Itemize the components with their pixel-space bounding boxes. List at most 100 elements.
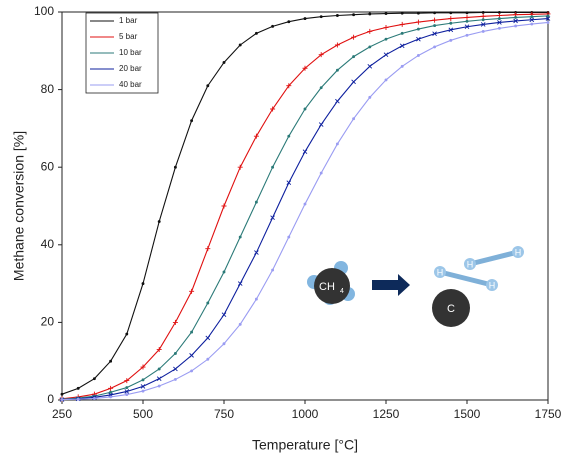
- marker: [433, 24, 437, 28]
- marker: [157, 384, 161, 388]
- marker: [190, 369, 194, 373]
- marker: [497, 20, 502, 25]
- marker: [352, 13, 356, 17]
- marker: [530, 15, 534, 19]
- marker: [497, 17, 501, 21]
- marker: [237, 281, 243, 286]
- marker: [530, 22, 534, 26]
- marker: [190, 119, 194, 123]
- marker: [124, 378, 130, 384]
- marker: [400, 31, 404, 35]
- marker: [92, 377, 96, 381]
- marker: [141, 378, 145, 382]
- x-tick-label: 1000: [292, 407, 319, 421]
- marker: [109, 359, 113, 363]
- bond: [469, 249, 519, 267]
- marker: [497, 26, 501, 30]
- h-atom: [464, 258, 476, 270]
- marker: [400, 64, 404, 68]
- marker: [205, 246, 211, 252]
- x-tick-label: 1750: [535, 407, 561, 421]
- marker: [448, 16, 454, 22]
- marker: [351, 34, 357, 40]
- marker: [60, 398, 64, 402]
- marker: [237, 164, 243, 170]
- marker: [318, 122, 324, 127]
- marker: [253, 133, 259, 139]
- marker: [189, 288, 195, 294]
- marker: [109, 395, 113, 399]
- h-atom: [434, 266, 446, 278]
- marker: [173, 366, 178, 372]
- series: [59, 11, 551, 402]
- marker: [205, 335, 211, 341]
- marker: [221, 312, 227, 317]
- marker: [449, 38, 453, 42]
- marker: [319, 171, 323, 175]
- marker: [529, 17, 535, 23]
- marker: [399, 21, 405, 27]
- marker: [416, 36, 421, 42]
- reactant-subscript: 4: [340, 288, 344, 295]
- marker: [416, 54, 420, 57]
- marker: [400, 11, 404, 15]
- marker: [514, 24, 518, 28]
- x-tick-label: 250: [52, 407, 72, 421]
- marker: [432, 17, 438, 23]
- y-tick-label: 40: [41, 237, 55, 251]
- marker: [416, 11, 420, 15]
- series: [59, 16, 551, 402]
- marker: [221, 203, 227, 209]
- marker: [271, 165, 275, 169]
- marker: [368, 45, 372, 49]
- marker: [254, 250, 259, 255]
- marker: [415, 19, 421, 25]
- marker: [206, 357, 210, 361]
- marker: [60, 392, 64, 396]
- c-atom: [314, 268, 350, 304]
- y-tick-label: 60: [41, 159, 55, 173]
- marker: [383, 52, 389, 57]
- x-axis-label: Temperature [°C]: [252, 437, 358, 453]
- marker: [254, 200, 258, 204]
- marker: [189, 353, 194, 358]
- marker: [367, 28, 373, 34]
- marker: [156, 376, 162, 381]
- c-atom: [432, 289, 470, 327]
- marker: [480, 13, 486, 19]
- h-atom: [512, 246, 524, 258]
- x-tick-label: 500: [133, 407, 153, 421]
- marker: [287, 20, 291, 24]
- legend-label: 20 bar: [119, 64, 142, 73]
- marker: [157, 367, 161, 371]
- x-tick-label: 1500: [454, 407, 481, 421]
- marker: [270, 215, 275, 220]
- marker: [271, 268, 275, 272]
- y-tick-label: 20: [41, 315, 55, 329]
- marker: [334, 42, 340, 48]
- marker: [238, 235, 242, 239]
- x-tick-label: 1250: [373, 407, 400, 421]
- h-label: H: [489, 280, 496, 290]
- marker: [157, 220, 161, 223]
- marker: [190, 330, 194, 334]
- marker: [303, 107, 307, 111]
- marker: [254, 31, 258, 35]
- marker: [140, 384, 146, 389]
- marker: [432, 31, 437, 37]
- legend-label: 1 bar: [119, 16, 138, 25]
- marker: [351, 79, 356, 85]
- marker: [172, 319, 178, 325]
- marker: [383, 25, 389, 31]
- h-atom: [486, 279, 498, 291]
- marker: [140, 364, 146, 370]
- marker: [433, 11, 437, 15]
- marker: [464, 14, 470, 20]
- marker: [287, 134, 291, 138]
- marker: [286, 83, 292, 89]
- marker: [173, 165, 177, 169]
- legend-label: 10 bar: [119, 48, 142, 57]
- marker: [465, 33, 469, 37]
- marker: [367, 64, 373, 69]
- marker: [335, 142, 339, 146]
